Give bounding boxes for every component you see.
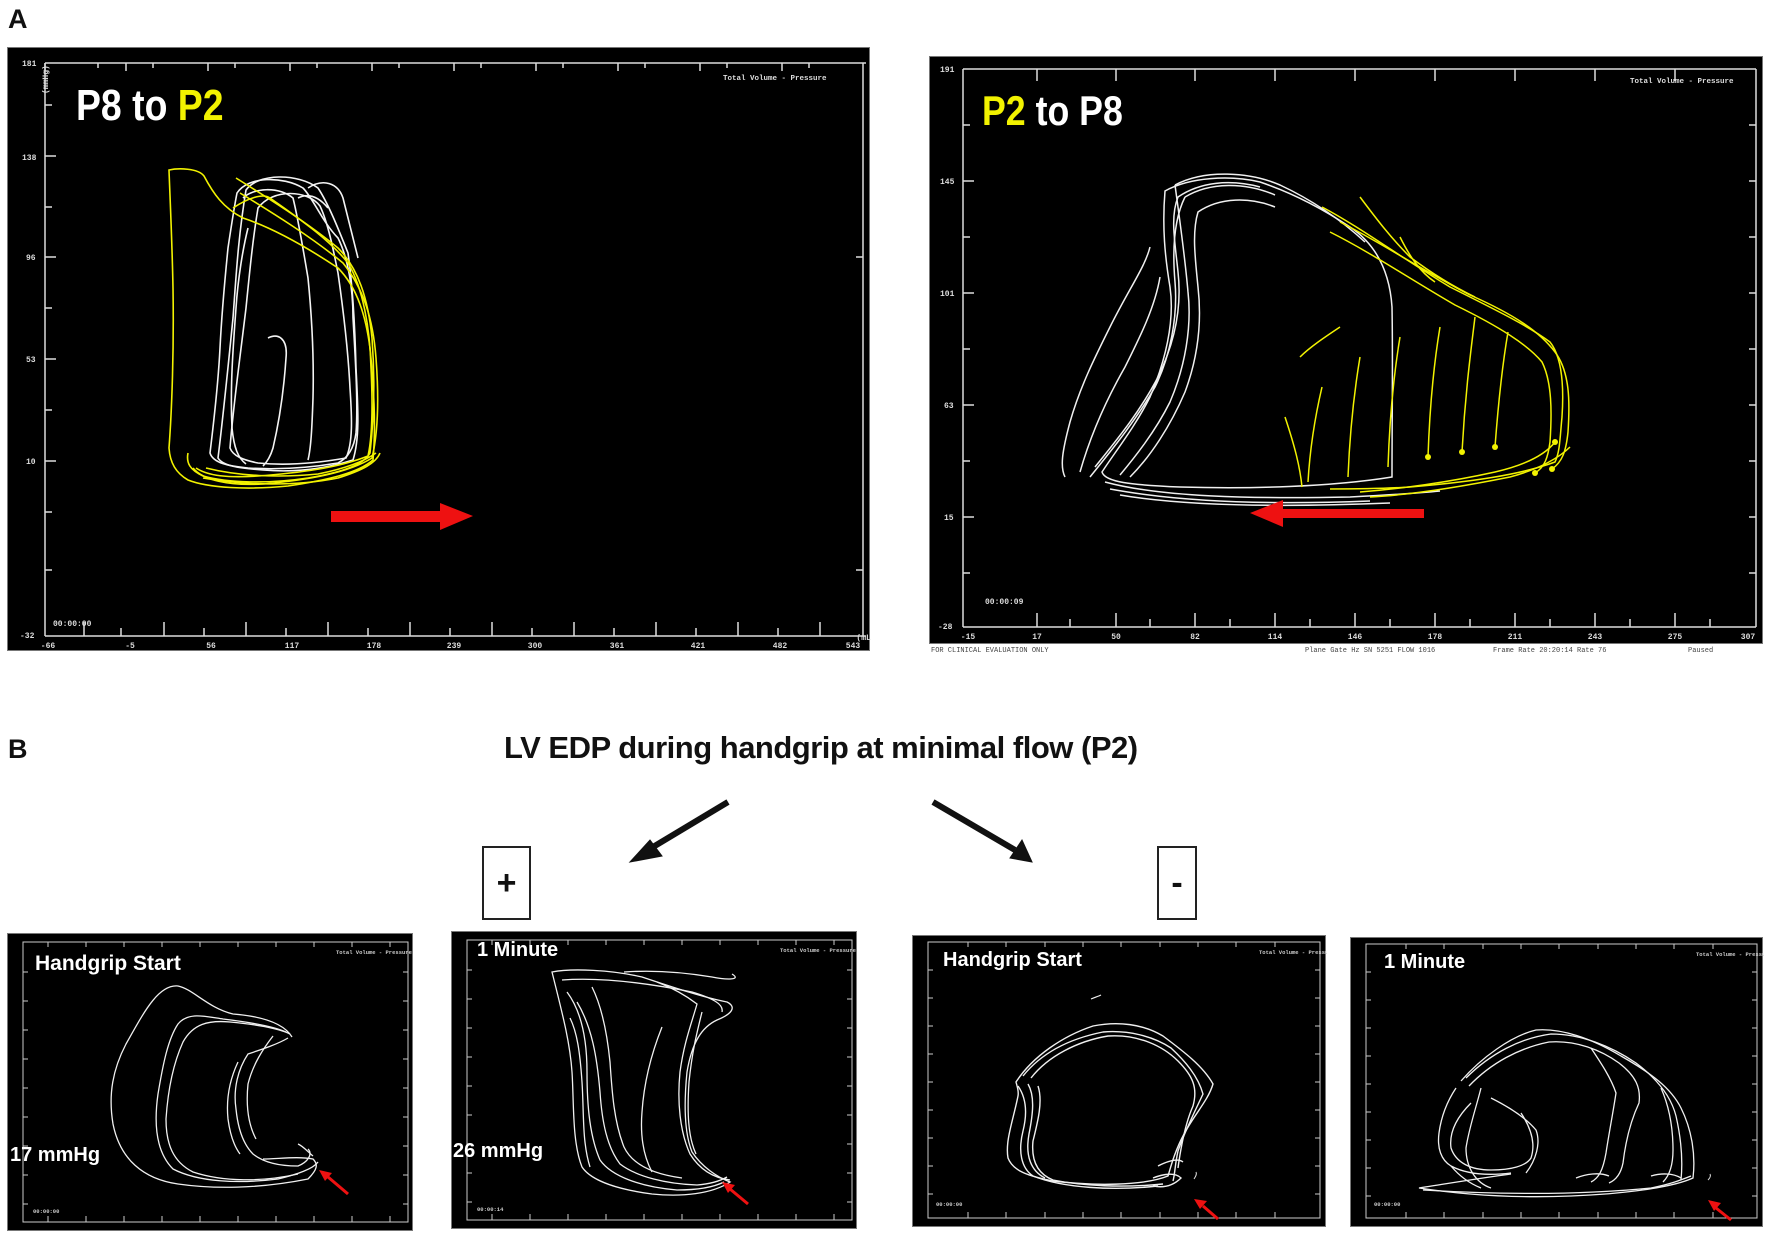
pv-loop-chart-p2-to-p8: 191 145 101 63 15 -28 -15 17 50 82 114 146 178 211 24… xyxy=(929,56,1763,644)
chart-label: Handgrip Start xyxy=(943,949,1082,971)
svg-text:00:00:14: 00:00:14 xyxy=(477,1206,504,1213)
svg-text:(mmHg): (mmHg) xyxy=(42,65,51,94)
chart-label: Handgrip Start xyxy=(35,952,181,975)
svg-text:482: 482 xyxy=(773,642,788,651)
negative-response-box: - xyxy=(1157,846,1197,920)
svg-text:307: 307 xyxy=(1741,633,1756,642)
svg-text:50: 50 xyxy=(1111,633,1121,642)
svg-text:Total Volume - Pressure: Total Volume - Pressure xyxy=(1696,951,1764,958)
svg-text:421: 421 xyxy=(691,642,706,651)
svg-text:243: 243 xyxy=(1588,633,1603,642)
svg-text:-5: -5 xyxy=(125,642,135,651)
edp-arrow-icon xyxy=(722,1182,749,1206)
svg-text:145: 145 xyxy=(940,178,955,187)
edp-arrow-icon xyxy=(1194,1199,1219,1221)
footer-right: Paused xyxy=(1688,647,1714,655)
branch-arrows xyxy=(628,799,1033,863)
chart-label: 1 Minute xyxy=(1384,951,1465,973)
svg-text:178: 178 xyxy=(367,642,382,651)
pv-loop-chart-p8-to-p2: 181 138 96 53 10 -32 (mmHg) -66 -5 56 117 178 239 3… xyxy=(7,47,871,651)
svg-text:211: 211 xyxy=(1508,633,1523,642)
svg-text:138: 138 xyxy=(22,154,37,163)
svg-text:Total Volume - Pressure: Total Volume - Pressure xyxy=(1259,949,1327,956)
svg-text:101: 101 xyxy=(940,290,955,299)
svg-text:00:00:00: 00:00:00 xyxy=(33,1208,59,1215)
svg-text:191: 191 xyxy=(940,66,955,75)
svg-text:15: 15 xyxy=(944,514,954,523)
edp-arrow-icon xyxy=(1708,1200,1732,1222)
chart-label: 1 Minute xyxy=(477,939,558,961)
svg-text:-28: -28 xyxy=(938,623,953,632)
svg-text:-32: -32 xyxy=(20,632,35,641)
edp-arrow-icon xyxy=(319,1170,349,1196)
footer-mid2: Frame Rate 20:20:14 Rate 76 xyxy=(1493,647,1607,655)
svg-text:Total Volume - Pressure: Total Volume - Pressure xyxy=(1630,78,1734,86)
svg-text:Total Volume - Pressure: Total Volume - Pressure xyxy=(780,947,857,954)
svg-text:275: 275 xyxy=(1668,633,1683,642)
svg-text:00:00:00: 00:00:00 xyxy=(1374,1201,1400,1208)
svg-text:239: 239 xyxy=(447,642,462,651)
svg-text:178: 178 xyxy=(1428,633,1443,642)
svg-text:-15: -15 xyxy=(961,633,976,642)
panel-b-label: B xyxy=(8,734,28,764)
svg-text:(mL): (mL) xyxy=(856,634,871,643)
footer-mid: Plane Gate Hz SN 5251 FLOW 1016 xyxy=(1305,647,1436,655)
panel-b-title: LV EDP during handgrip at minimal flow (… xyxy=(504,730,1138,765)
pv-loop-plot: 181 138 96 53 10 -32 (mmHg) -66 -5 56 117 178 239 3… xyxy=(20,60,871,651)
svg-text:10: 10 xyxy=(26,458,36,467)
chart-header: Total Volume - Pressure xyxy=(723,75,827,83)
edp-value: 26 mmHg xyxy=(453,1140,543,1162)
svg-text:181: 181 xyxy=(22,60,37,69)
volume-decrease-arrow-icon xyxy=(1250,500,1424,527)
positive-response-box: + xyxy=(482,846,531,920)
footer-left: FOR CLINICAL EVALUATION ONLY xyxy=(931,647,1049,655)
svg-text:543: 543 xyxy=(846,642,861,651)
svg-text:300: 300 xyxy=(528,642,543,651)
svg-text:63: 63 xyxy=(944,402,954,411)
svg-text:114: 114 xyxy=(1268,633,1283,642)
svg-text:82: 82 xyxy=(1190,633,1200,642)
svg-text:P2 to P8: P2 to P8 xyxy=(982,88,1123,134)
pv-loop-handgrip-start-positive: Total Volume - Pressure 00:00:00 Handgri… xyxy=(7,933,413,1231)
panel-a-label: A xyxy=(8,4,28,34)
svg-text:56: 56 xyxy=(206,642,216,651)
timestamp: 00:00:00 xyxy=(53,620,92,629)
svg-text:Total Volume - Pressure: Total Volume - Pressure xyxy=(336,949,413,956)
svg-text:00:00:00: 00:00:00 xyxy=(936,1201,962,1208)
svg-text:117: 117 xyxy=(285,642,300,651)
pv-loop-1-minute-negative: Total Volume - Pressure 00:00:00 1 Minut… xyxy=(1350,937,1764,1227)
svg-text:-66: -66 xyxy=(41,642,56,651)
svg-text:00:00:09: 00:00:09 xyxy=(985,598,1024,607)
chart-title: P8 to P2 xyxy=(76,80,224,130)
edp-value: 17 mmHg xyxy=(10,1144,100,1166)
pv-loop-1-minute-positive: Total Volume - Pressure 00:00:14 1 Minut… xyxy=(451,931,857,1229)
svg-text:17: 17 xyxy=(1032,633,1042,642)
pv-loop-handgrip-start-negative: Total Volume - Pressure 00:00:00 Handgri… xyxy=(912,935,1327,1227)
svg-text:96: 96 xyxy=(26,254,36,263)
svg-text:146: 146 xyxy=(1348,633,1363,642)
svg-text:53: 53 xyxy=(26,356,36,365)
volume-increase-arrow-icon xyxy=(331,503,473,530)
svg-text:361: 361 xyxy=(610,642,625,651)
